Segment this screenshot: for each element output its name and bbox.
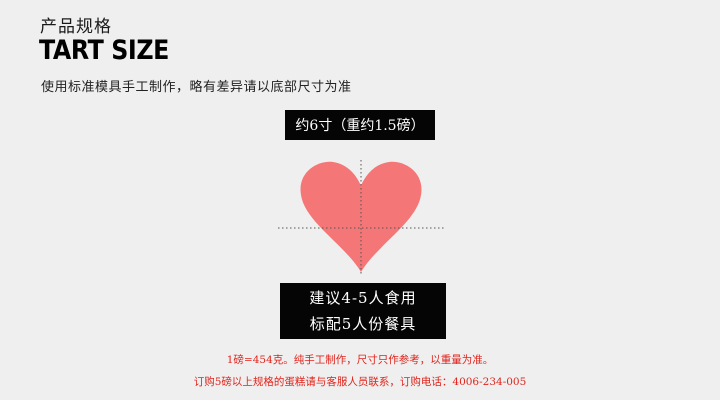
cutlery-standard: 标配5人份餐具 bbox=[309, 315, 417, 333]
title-chinese: 产品规格 bbox=[40, 17, 112, 37]
serving-suggestion: 建议4-5人食用 bbox=[309, 289, 417, 307]
serving-box: 建议4-5人食用 标配5人份餐具 bbox=[280, 283, 446, 339]
title-english: TART SIZE bbox=[39, 35, 169, 66]
heart-icon bbox=[300, 161, 422, 272]
footer-weight-note: 1磅=454克。纯手工制作，尺寸只作参考，以重量为准。 bbox=[226, 354, 494, 366]
size-label-box: 约6寸（重约1.5磅） bbox=[285, 110, 435, 140]
footer-order-note: 订购5磅以上规格的蛋糕请与客服人员联系，订购电话：4006-234-005 bbox=[193, 376, 527, 388]
size-note: 使用标准模具手工制作，略有差异请以底部尺寸为准 bbox=[41, 80, 352, 95]
size-label: 约6寸（重约1.5磅） bbox=[295, 118, 425, 134]
